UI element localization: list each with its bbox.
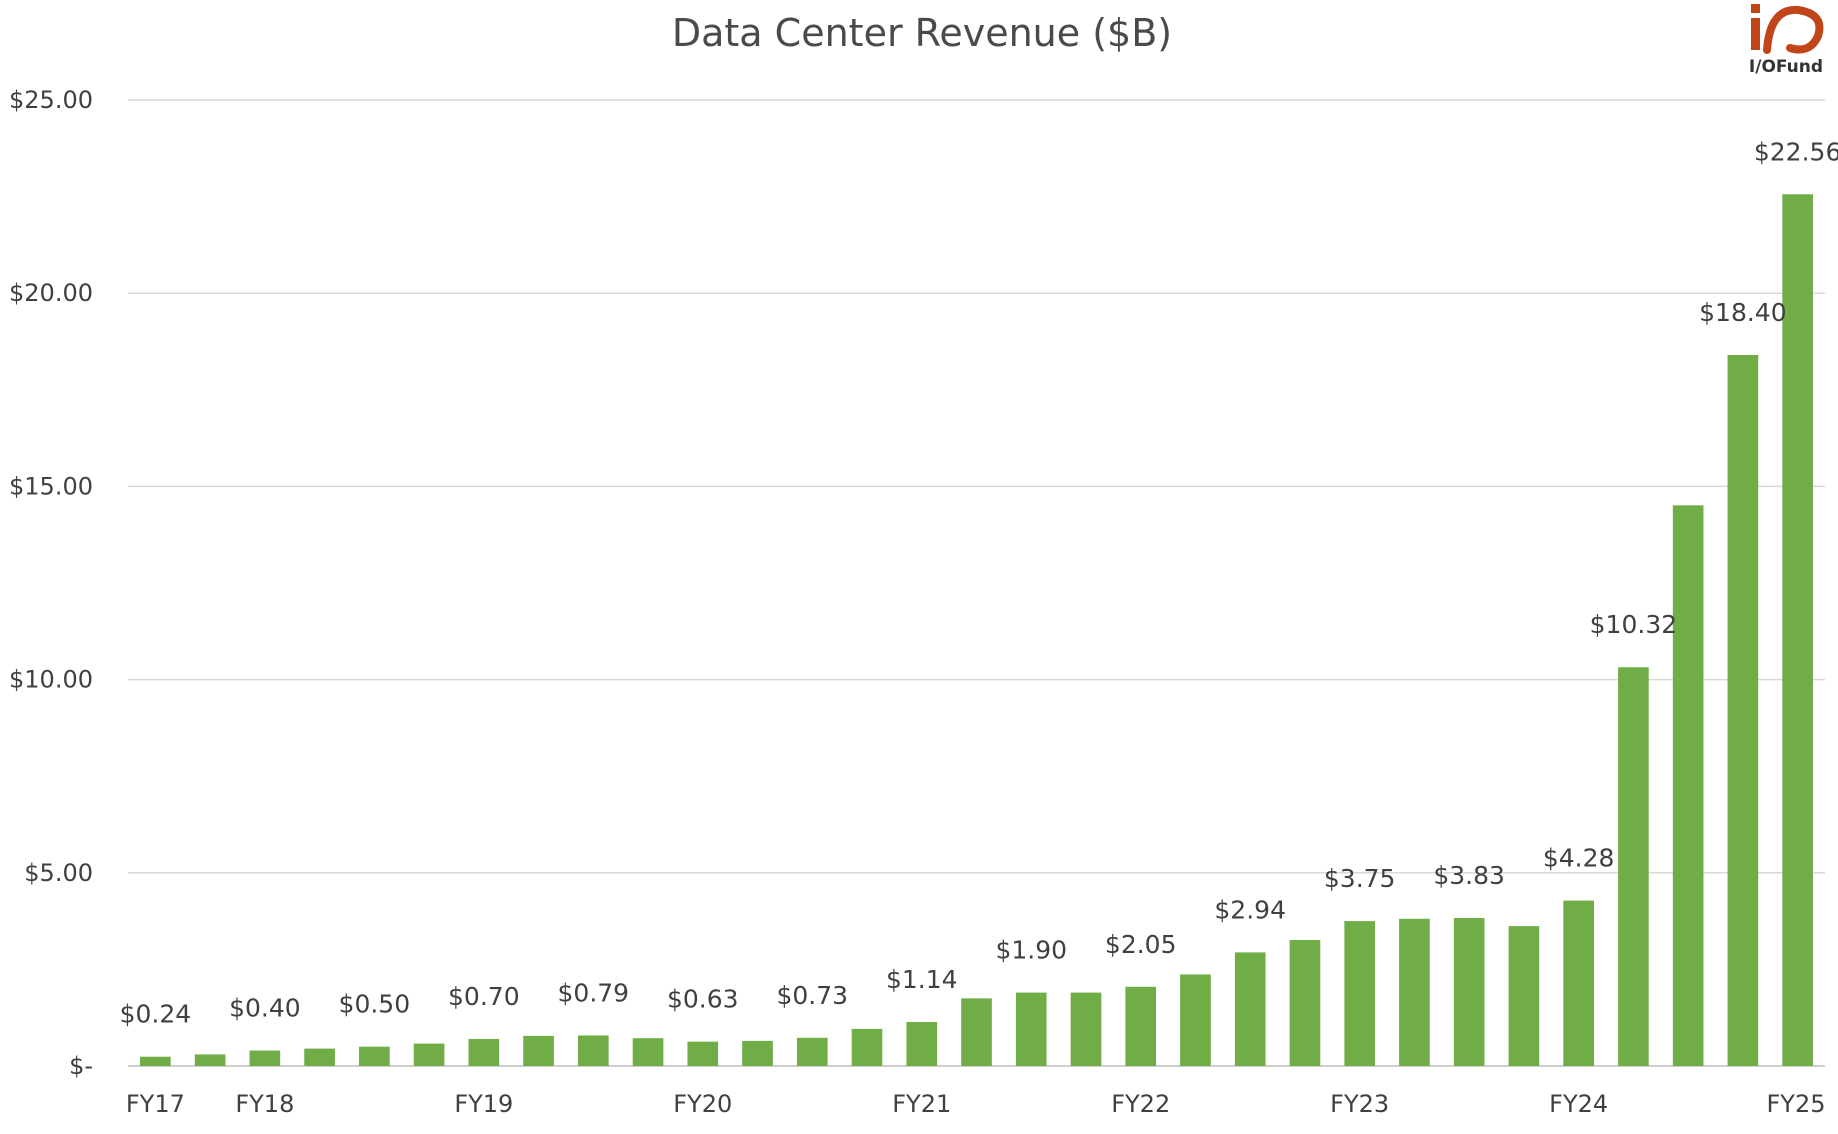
- x-tick-label: FY20: [673, 1090, 732, 1118]
- bar: [1453, 918, 1485, 1066]
- bar: [1015, 992, 1047, 1066]
- data-label: $3.83: [1433, 861, 1505, 890]
- data-label: $2.05: [1105, 930, 1177, 959]
- bar: [742, 1040, 773, 1066]
- data-labels: $0.24 $0.40 $0.50 $0.70 $0.79 $0.63 $0.73 $1.14…: [120, 137, 1838, 1028]
- x-axis-ticks: FY17 FY18 FY19 FY20 FY21 FY22 FY23 FY24 FY25: [126, 1090, 1826, 1118]
- bar: [961, 998, 992, 1066]
- data-label: $4.28: [1543, 844, 1615, 873]
- logo-text: I/OFund: [1749, 57, 1823, 77]
- logo-o-loop: [1763, 5, 1824, 54]
- bar: [1618, 667, 1649, 1066]
- bar: [140, 1056, 171, 1066]
- bar: [577, 1035, 609, 1066]
- logo-i-dot: [1751, 4, 1760, 13]
- bar: [413, 1043, 445, 1066]
- bar: [249, 1050, 281, 1066]
- chart-title: Data Center Revenue ($B): [672, 11, 1172, 55]
- data-label: $22.56: [1754, 137, 1838, 166]
- bar: [1727, 355, 1759, 1066]
- logo-i-stem: [1751, 18, 1760, 50]
- y-tick-label: $5.00: [24, 859, 93, 887]
- bar: [796, 1037, 828, 1066]
- x-tick-label: FY23: [1330, 1090, 1389, 1118]
- x-tick-label: FY21: [892, 1090, 951, 1118]
- bar: [1344, 921, 1376, 1066]
- data-label: $0.40: [229, 994, 301, 1023]
- data-label: $3.75: [1324, 864, 1396, 893]
- bar: [1289, 940, 1321, 1066]
- bar: [1234, 952, 1266, 1066]
- bar: [523, 1035, 554, 1066]
- data-label: $0.63: [667, 985, 739, 1014]
- data-label: $0.70: [448, 982, 520, 1011]
- bar: [1180, 974, 1211, 1066]
- x-tick-label: FY19: [454, 1090, 513, 1118]
- data-label: $1.90: [995, 936, 1067, 965]
- y-tick-label: $15.00: [9, 472, 93, 500]
- data-label: $0.73: [776, 981, 848, 1010]
- data-label: $1.14: [886, 965, 958, 994]
- data-label: $0.79: [558, 978, 630, 1007]
- data-label: $10.32: [1590, 610, 1677, 639]
- data-label: $2.94: [1214, 895, 1286, 924]
- data-label: $0.50: [339, 990, 411, 1019]
- bar: [359, 1046, 390, 1066]
- data-label: $18.40: [1699, 298, 1786, 327]
- bar: [1782, 194, 1813, 1066]
- x-tick-label: FY25: [1766, 1090, 1825, 1118]
- bar: [304, 1048, 335, 1066]
- x-tick-label: FY22: [1111, 1090, 1170, 1118]
- logo: I/OFund: [1749, 4, 1824, 77]
- bar: [851, 1028, 883, 1066]
- y-tick-label: $10.00: [9, 666, 93, 694]
- bar: [632, 1038, 664, 1066]
- y-axis-ticks: $- $5.00 $10.00 $15.00 $20.00 $25.00: [9, 86, 93, 1080]
- bar: [1508, 926, 1540, 1066]
- y-tick-label: $-: [69, 1052, 93, 1080]
- bars: [140, 194, 1813, 1066]
- gridlines: [128, 99, 1825, 1067]
- y-tick-label: $20.00: [9, 279, 93, 307]
- y-tick-label: $25.00: [9, 86, 93, 114]
- bar: [1672, 505, 1704, 1066]
- bar: [1070, 992, 1102, 1066]
- bar: [687, 1041, 719, 1066]
- x-tick-label: FY24: [1549, 1090, 1608, 1118]
- x-tick-label: FY17: [126, 1090, 185, 1118]
- bar: [1125, 986, 1157, 1066]
- bar: [906, 1021, 938, 1066]
- x-tick-label: FY18: [235, 1090, 294, 1118]
- bar: [1563, 900, 1594, 1066]
- bar: [194, 1054, 226, 1066]
- bar: [1399, 918, 1430, 1066]
- data-label: $0.24: [120, 1000, 192, 1029]
- bar: [468, 1038, 500, 1066]
